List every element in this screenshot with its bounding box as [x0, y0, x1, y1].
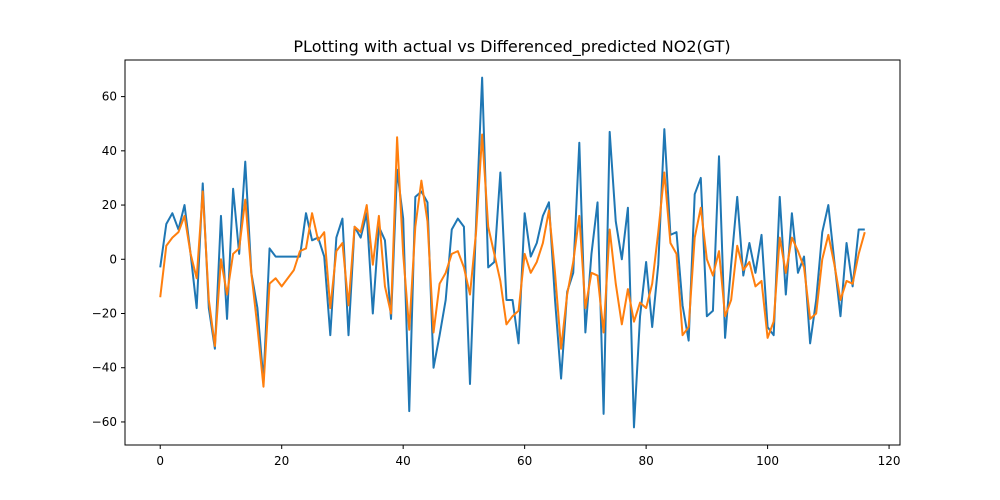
- x-axis: 0 20 40 60 80 100 120: [156, 445, 901, 468]
- x-tick-label: 80: [638, 454, 653, 468]
- y-tick-label: 60: [102, 90, 117, 104]
- y-tick-label: −40: [92, 361, 117, 375]
- chart-title: PLotting with actual vs Differenced_pred…: [293, 37, 730, 57]
- x-tick-label: 20: [274, 454, 289, 468]
- y-tick-label: −60: [92, 415, 117, 429]
- x-tick-label: 40: [396, 454, 411, 468]
- y-tick-label: 20: [102, 198, 117, 212]
- x-tick-label: 100: [756, 454, 779, 468]
- y-axis: −60 −40 −20 0 20 40 60: [92, 90, 125, 429]
- x-tick-label: 0: [156, 454, 164, 468]
- series-line-2: [159, 133, 866, 388]
- series-line-1: [159, 76, 865, 429]
- plot-frame: [124, 59, 901, 446]
- x-tick-label: 60: [517, 454, 532, 468]
- plot-lines: [159, 76, 866, 429]
- y-tick-label: 0: [109, 252, 117, 266]
- x-tick-label: 120: [878, 454, 901, 468]
- y-tick-label: −20: [92, 307, 117, 321]
- y-tick-label: 40: [102, 144, 117, 158]
